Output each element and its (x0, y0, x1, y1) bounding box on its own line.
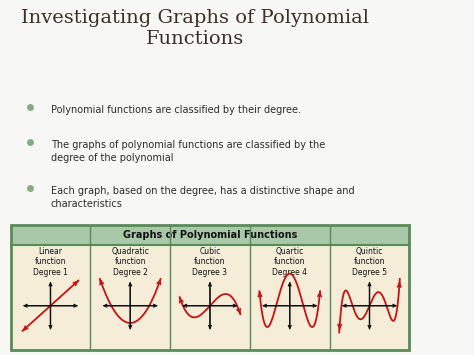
Text: Investigating Graphs of Polynomial
Functions: Investigating Graphs of Polynomial Funct… (21, 9, 369, 48)
Bar (10, 245, 91, 350)
Text: Graphs of Polynomial Functions: Graphs of Polynomial Functions (123, 230, 297, 240)
Text: Quintic
function
Degree 5: Quintic function Degree 5 (352, 247, 387, 277)
Bar (91, 245, 170, 350)
Text: Cubic
function
Degree 3: Cubic function Degree 3 (192, 247, 228, 277)
Bar (170, 245, 250, 350)
Text: Polynomial functions are classified by their degree.: Polynomial functions are classified by t… (51, 105, 301, 115)
Text: The graphs of polynomial functions are classified by the
degree of the polynomia: The graphs of polynomial functions are c… (51, 140, 325, 163)
Text: Each graph, based on the degree, has a distinctive shape and
characteristics: Each graph, based on the degree, has a d… (51, 186, 355, 209)
Bar (10, 225, 410, 245)
Text: Quartic
function
Degree 4: Quartic function Degree 4 (272, 247, 307, 277)
Bar (329, 245, 410, 350)
Text: Quadratic
function
Degree 2: Quadratic function Degree 2 (111, 247, 149, 277)
Bar (250, 245, 329, 350)
Bar (10, 225, 410, 350)
Text: Linear
function
Degree 1: Linear function Degree 1 (33, 247, 68, 277)
